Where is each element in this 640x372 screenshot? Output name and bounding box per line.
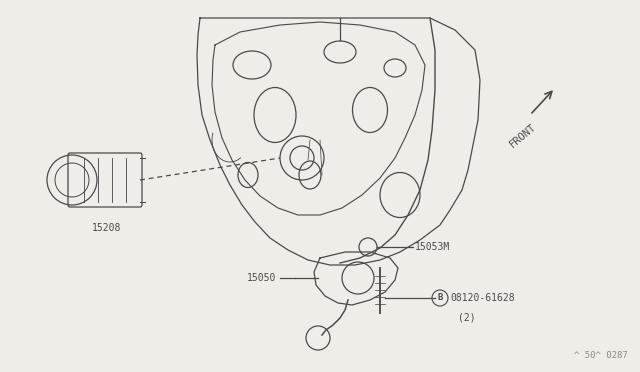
Text: (2): (2) xyxy=(458,312,476,322)
Text: 15053M: 15053M xyxy=(415,242,451,252)
Text: 15208: 15208 xyxy=(92,223,122,233)
Text: FRONT: FRONT xyxy=(508,122,538,150)
Text: 15050: 15050 xyxy=(246,273,276,283)
Text: 08120-61628: 08120-61628 xyxy=(450,293,515,303)
Text: B: B xyxy=(437,294,443,302)
Text: ^ 50^ 0287: ^ 50^ 0287 xyxy=(574,351,628,360)
